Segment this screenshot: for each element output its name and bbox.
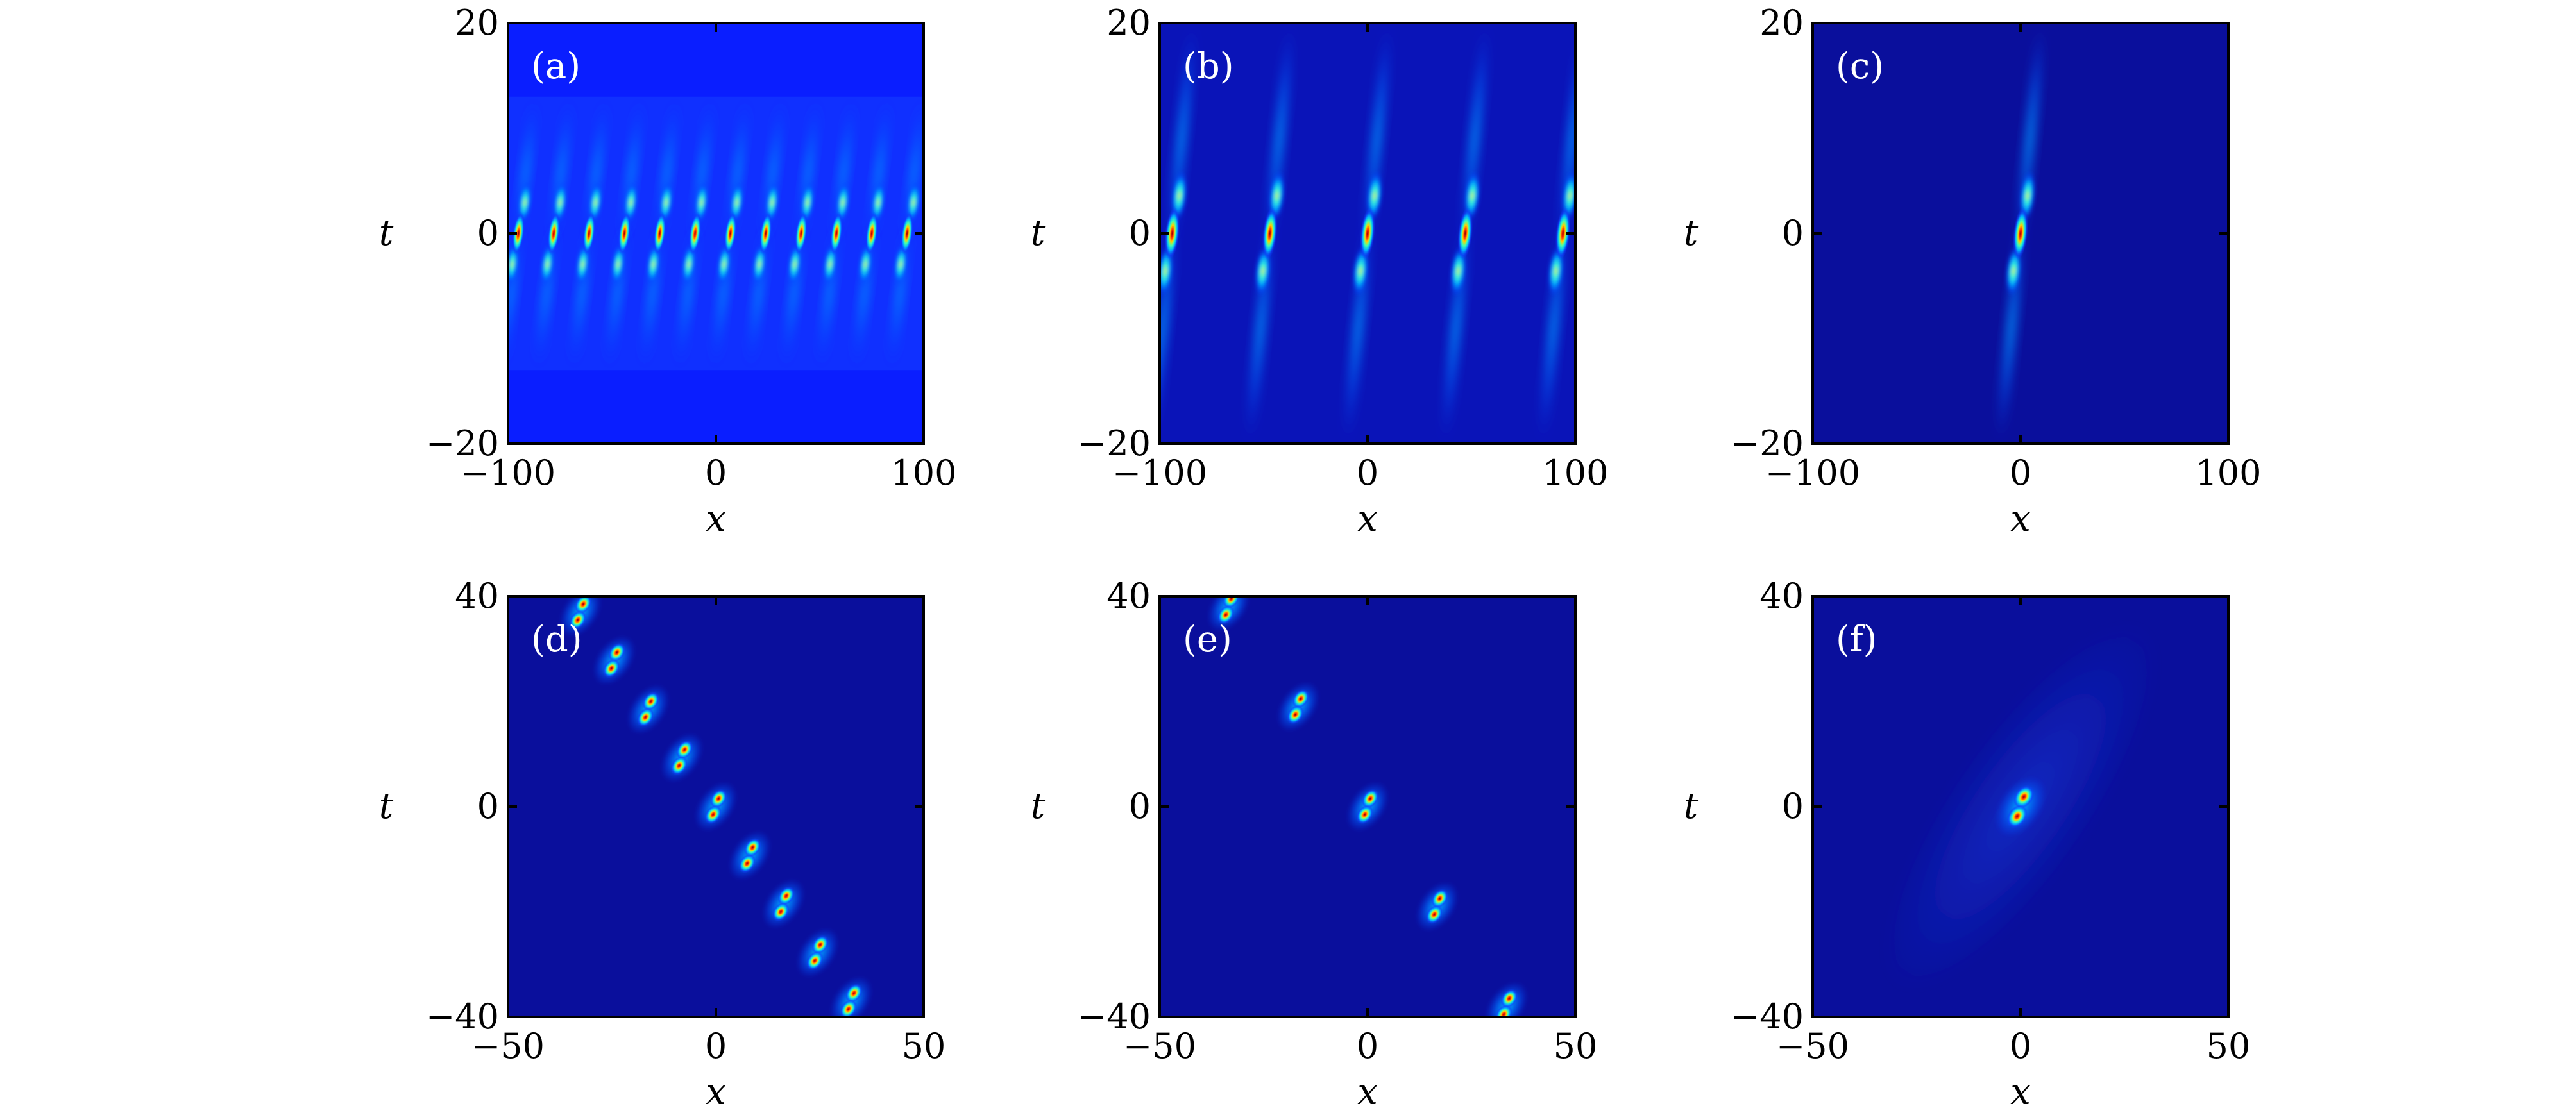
breather-4 (1540, 24, 1575, 443)
panel-f: −50 0 50 40 0 −40 x t (f) (1684, 576, 2251, 1106)
panel-label: (e) (1183, 619, 1232, 660)
y-tick-label: 20 (1759, 3, 1804, 43)
breather-7 (748, 97, 784, 369)
x-axis-label: x (2010, 1071, 2031, 1106)
y-tick-label: 40 (1759, 576, 1804, 616)
peak-5 (728, 830, 772, 880)
y-tick-label: −40 (1078, 996, 1151, 1037)
y-tick-label: −20 (426, 423, 499, 464)
breather-3 (1443, 24, 1488, 443)
x-axis-label: x (1357, 498, 1378, 540)
y-axis-label: t (1684, 785, 1699, 827)
x-tick-label: 0 (1357, 1026, 1378, 1066)
x-axis-label: x (706, 498, 726, 540)
x-tick-label: 0 (2010, 1026, 2031, 1066)
y-tick-label: 0 (1129, 213, 1151, 253)
y-tick-label: 20 (1106, 3, 1151, 43)
y-tick-label: 0 (1129, 786, 1151, 826)
y-axis-label: t (1031, 785, 1046, 827)
peak-1 (593, 635, 636, 685)
peak-8 (829, 976, 873, 1017)
peak-3 (660, 733, 704, 783)
x-tick-label: −100 (1112, 453, 1207, 493)
x-tick-label: 100 (890, 453, 956, 493)
peak-3 (1416, 882, 1459, 932)
y-axis-label: t (1031, 212, 1046, 254)
breather-10 (854, 97, 890, 369)
heatmap-field (1998, 24, 2043, 443)
panel-e: −50 0 50 40 0 −40 x t (e) (1031, 576, 1598, 1106)
breather-2 (571, 97, 607, 369)
y-axis-label: t (379, 785, 394, 827)
panel-label: (c) (1836, 46, 1884, 87)
x-axis-label: x (2010, 498, 2031, 540)
y-tick-label: 0 (477, 786, 499, 826)
x-tick-label: 50 (1554, 1026, 1598, 1066)
x-tick-label: 50 (2207, 1026, 2251, 1066)
heatmap-field (1207, 596, 1528, 1017)
peak-4 (1485, 981, 1528, 1017)
x-tick-label: −50 (1123, 1026, 1196, 1066)
breather-5 (677, 97, 713, 369)
breather-0 (1160, 24, 1195, 443)
x-tick-label: −100 (1765, 453, 1860, 493)
breather-6 (713, 97, 749, 369)
panel-label: (f) (1836, 619, 1877, 660)
x-tick-label: −50 (471, 1026, 545, 1066)
breather-3 (607, 97, 642, 369)
peak-4 (694, 782, 738, 832)
y-tick-label: 0 (1782, 213, 1804, 253)
y-axis-label: t (1684, 212, 1699, 254)
x-tick-label: 100 (2195, 453, 2261, 493)
y-tick-label: 0 (1782, 786, 1804, 826)
y-tick-label: −20 (1731, 423, 1804, 464)
peak-0 (559, 596, 602, 637)
y-tick-label: 0 (477, 213, 499, 253)
y-tick-label: 20 (455, 3, 499, 43)
x-tick-label: 0 (1357, 453, 1378, 493)
peak-0 (1994, 776, 2047, 837)
x-tick-label: 100 (1542, 453, 1608, 493)
x-tick-label: −50 (1776, 1026, 1849, 1066)
y-tick-label: −40 (1731, 996, 1804, 1037)
peak-1 (1276, 682, 1319, 732)
peak-2 (627, 684, 670, 734)
breather-9 (818, 97, 854, 369)
x-tick-label: 0 (705, 1026, 727, 1066)
heatmap-field (1160, 24, 1575, 443)
heatmap-field (559, 596, 873, 1017)
heatmap-field (1883, 623, 2158, 991)
y-tick-label: −20 (1078, 423, 1151, 464)
breather-2 (1345, 24, 1390, 443)
panel-label: (d) (531, 619, 582, 660)
breather-8 (783, 97, 819, 369)
heatmap-field (508, 96, 924, 371)
y-axis-label: t (379, 212, 394, 254)
peak-0 (1207, 596, 1250, 632)
breather-0 (1998, 24, 2043, 443)
panel-label: (b) (1183, 46, 1234, 87)
panel-label: (a) (531, 46, 580, 87)
y-tick-label: 40 (1106, 576, 1151, 616)
panel-d: −50 0 50 40 0 −40 x t (d) (379, 576, 946, 1106)
x-tick-label: −100 (461, 453, 555, 493)
x-tick-label: 50 (902, 1026, 946, 1066)
breather-1 (1247, 24, 1292, 443)
peak-7 (796, 928, 839, 978)
y-tick-label: −40 (426, 996, 499, 1037)
x-tick-label: 0 (705, 453, 727, 493)
peak-2 (1346, 782, 1389, 832)
x-axis-label: x (1357, 1071, 1378, 1106)
y-tick-label: 40 (455, 576, 499, 616)
breather-1 (536, 97, 572, 369)
breather-4 (642, 97, 677, 369)
x-tick-label: 0 (2010, 453, 2031, 493)
breather-11 (889, 97, 924, 369)
x-axis-label: x (706, 1071, 726, 1106)
peak-6 (762, 879, 805, 929)
